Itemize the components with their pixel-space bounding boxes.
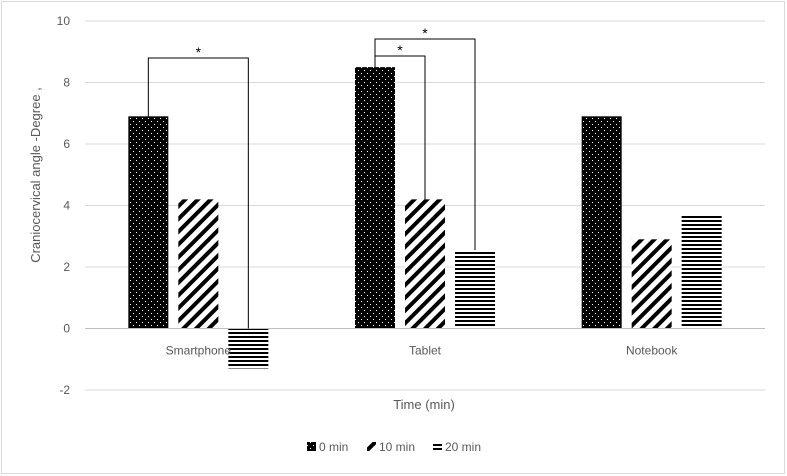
y-tick-label: 8 [63,76,70,90]
y-tick-label: 4 [63,199,70,213]
bar-0-min-smartphone [128,116,169,329]
significance-star: * [397,42,403,58]
y-axis-ticks: -2 0 2 4 6 8 10 [57,14,71,397]
bar-0-min-tablet [355,67,395,329]
bar-20-min-smartphone [228,328,269,369]
significance-bracket [374,38,476,251]
significance-star: * [422,25,428,41]
y-tick-label: -2 [59,383,70,397]
bars [128,67,722,369]
x-tick-label: Notebook [626,344,678,358]
x-axis-title: Time (min) [393,397,455,412]
x-tick-label: Smartphone [166,344,232,358]
bar-20-min-tablet [455,250,495,329]
y-tick-label: 10 [57,14,71,28]
bar-0-min-notebook [581,116,622,329]
x-axis-ticks: Smartphone Tablet Notebook [166,344,679,358]
significance-brackets: * * * [147,25,476,329]
significance-bracket [147,57,249,329]
bar-10-min-notebook [631,239,672,329]
legend: 0 min 10 min 20 min [307,440,481,454]
bar-10-min-tablet [405,199,445,329]
x-tick-label: Tablet [409,344,442,358]
legend-swatch-10-min [367,442,376,451]
legend-label: 10 min [379,440,415,454]
y-axis-title: Craniocervical angle -Degree , [28,87,43,263]
legend-swatch-20-min [433,442,442,451]
y-tick-label: 0 [63,322,70,336]
y-tick-label: 2 [63,260,70,274]
legend-label: 0 min [319,440,348,454]
legend-swatch-0-min [307,442,316,451]
y-tick-label: 6 [63,137,70,151]
significance-star: * [196,44,202,60]
bar-10-min-smartphone [178,199,219,329]
bar-20-min-notebook [681,214,722,329]
legend-label: 20 min [445,440,481,454]
